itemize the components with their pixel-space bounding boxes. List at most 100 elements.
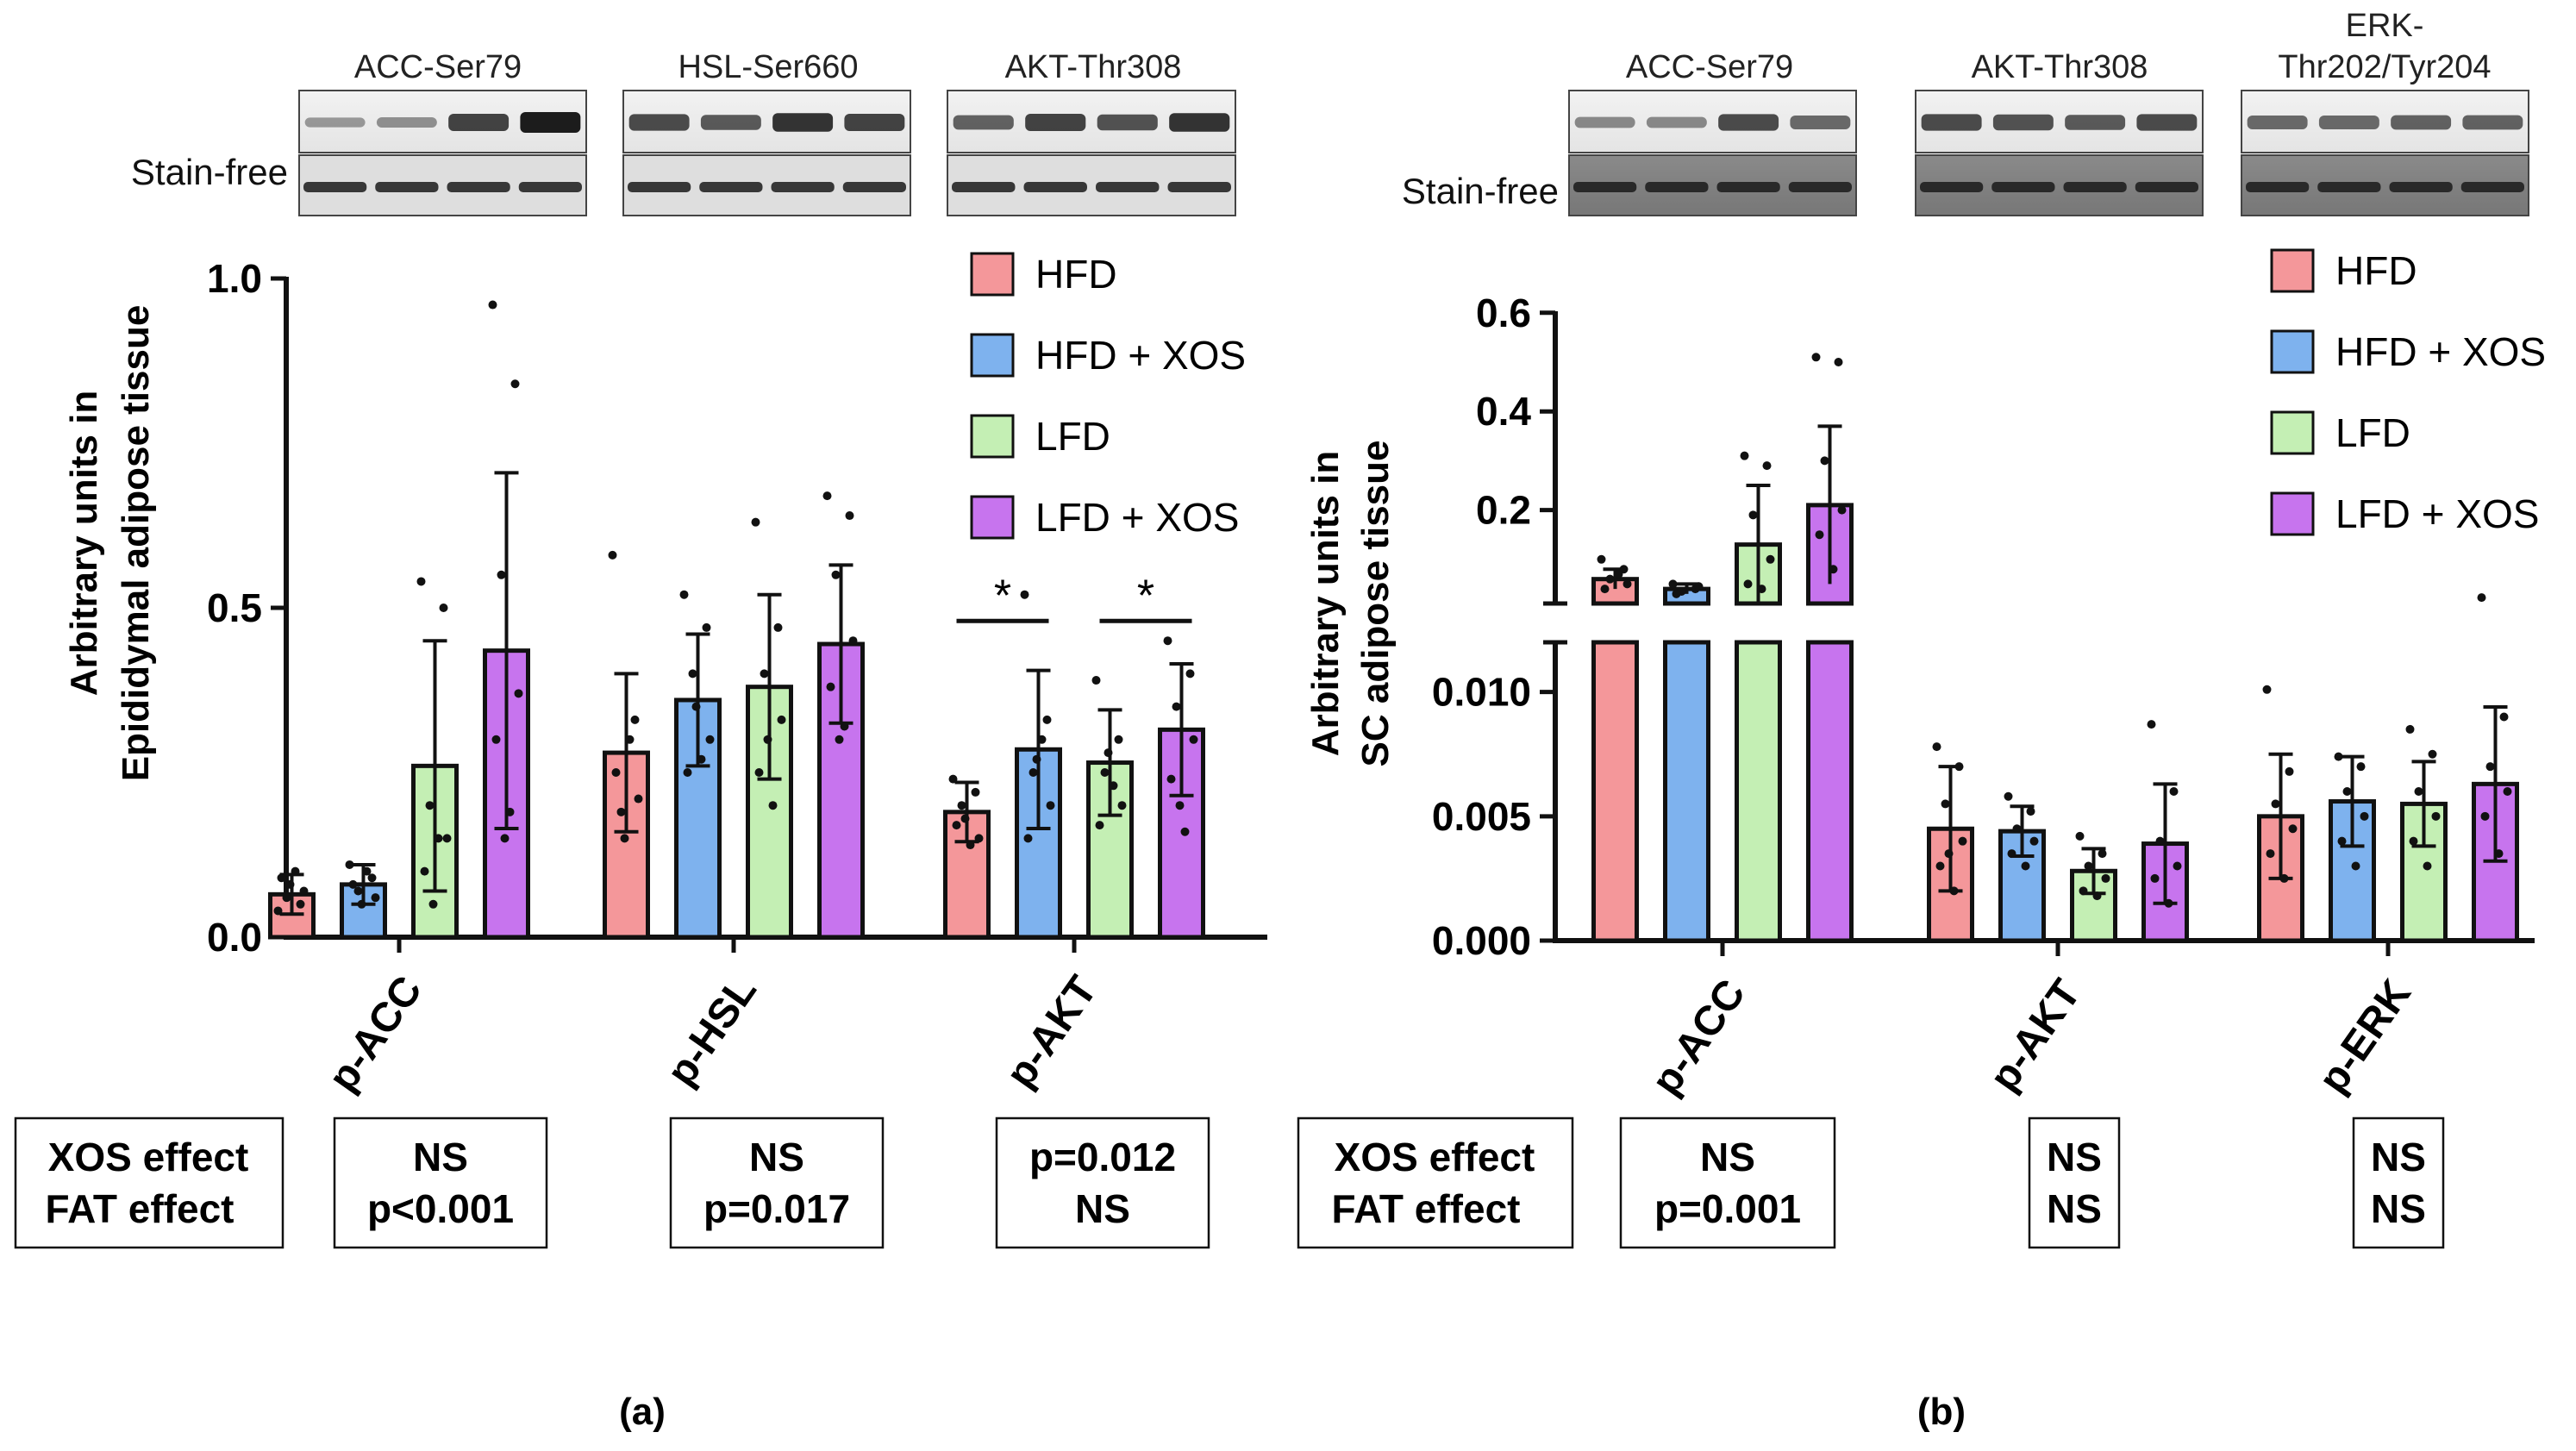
effects-box-a-0: NS p<0.001 xyxy=(333,1116,548,1249)
b-bar-p-ACC-lower-2 xyxy=(1735,640,1782,943)
b-legend-swatch-0 xyxy=(2270,248,2315,293)
b-stain-band-0-1 xyxy=(1645,182,1709,192)
a-legend-swatch-3 xyxy=(970,495,1015,540)
effect-xos-b-2: NS xyxy=(2371,1135,2426,1179)
effects-box-a-2: p=0.012 NS xyxy=(995,1116,1210,1249)
b-legend-swatch-3 xyxy=(2270,491,2315,536)
b-band-1-2 xyxy=(2065,115,2126,130)
b-point-p-ERK-0-1 xyxy=(2285,766,2294,776)
stain-free-label-b: Stain-free xyxy=(1402,171,1559,211)
a-point-p-AKT-2-2 xyxy=(1100,768,1110,777)
blot-label-b-0: ACC-Ser79 xyxy=(1626,49,1793,85)
a-point-p-HSL-3-5 xyxy=(840,722,849,731)
b-point-p-AKT-0-5 xyxy=(1949,886,1959,896)
panel-caption-a: (a) xyxy=(619,1391,666,1433)
b-legend-label-3: LFD + XOS xyxy=(2335,491,2539,536)
b-point-p-ERK-2-4 xyxy=(2409,836,2418,846)
b-point-p-ACC-3-1 xyxy=(1834,358,1843,366)
a-point-p-AKT-0-5 xyxy=(966,841,975,850)
a-point-p-AKT-0-0 xyxy=(948,774,958,784)
b-band-0-2 xyxy=(1718,114,1779,131)
a-point-p-HSL-2-0 xyxy=(751,517,760,527)
a-point-p-HSL-3-6 xyxy=(835,735,844,744)
a-point-p-HSL-1-2 xyxy=(688,669,697,679)
a-point-p-AKT-1-3 xyxy=(1046,801,1055,810)
a-xtick-label-0: p-ACC xyxy=(320,968,431,1100)
a-point-p-HSL-1-4 xyxy=(683,768,692,777)
a-point-p-ACC-1-2 xyxy=(353,886,363,896)
a-point-p-AKT-3-2 xyxy=(1172,702,1181,711)
b-point-p-AKT-3-1 xyxy=(2169,787,2179,796)
b-stain-band-2-1 xyxy=(2317,182,2381,192)
b-band-0-1 xyxy=(1646,116,1707,128)
a-point-p-HSL-1-0 xyxy=(679,590,689,599)
a-point-p-ACC-2-1 xyxy=(439,604,448,612)
b-legend-swatch-1 xyxy=(2270,329,2315,374)
b-point-p-AKT-0-1 xyxy=(1954,762,1964,772)
a-point-p-HSL-1-6 xyxy=(691,702,701,711)
b-point-p-AKT-3-5 xyxy=(2164,898,2173,908)
a-point-p-ACC-1-4 xyxy=(348,879,358,889)
a-band-0-2 xyxy=(448,114,510,131)
b-ytick-label-upper-2: 0.6 xyxy=(1476,291,1531,335)
b-point-p-ERK-3-5 xyxy=(2494,849,2504,859)
a-point-p-ACC-2-3 xyxy=(442,834,452,843)
stain-free-label-a: Stain-free xyxy=(131,152,288,192)
effect-xos-b-1: NS xyxy=(2047,1135,2102,1179)
b-band-1-1 xyxy=(1992,114,2054,131)
a-point-p-ACC-2-2 xyxy=(425,801,435,810)
a-stain-band-2-3 xyxy=(1167,182,1231,192)
a-point-p-HSL-3-2 xyxy=(831,570,841,579)
b-ytick-label-lower-0: 0.000 xyxy=(1432,918,1531,963)
b-stain-band-1-1 xyxy=(1991,182,2055,192)
a-point-p-HSL-0-4 xyxy=(611,768,621,777)
a-point-p-AKT-3-1 xyxy=(1185,669,1195,679)
a-xtick-label-1: p-HSL xyxy=(659,968,766,1094)
b-point-p-ACC-3-5 xyxy=(1829,565,1838,574)
a-legend-swatch-2 xyxy=(970,414,1015,459)
b-point-p-AKT-0-3 xyxy=(1958,836,1967,846)
b-point-p-ACC-3-4 xyxy=(1815,530,1824,540)
a-point-p-AKT-1-2 xyxy=(1029,768,1038,777)
effects-header-xos-a: XOS effect xyxy=(48,1135,249,1179)
a-point-p-ACC-3-6 xyxy=(500,834,510,843)
a-point-p-HSL-2-1 xyxy=(773,622,783,632)
a-point-p-HSL-0-6 xyxy=(620,834,629,843)
a-point-p-AKT-0-4 xyxy=(952,821,961,830)
chart-b: 0.000 0.005 0.010 0.2 0.4 0.6 p-ACC p-AKT p-ERK xyxy=(1432,291,2535,1104)
effects-box-b-1: NS NS xyxy=(2028,1116,2121,1249)
a-stain-band-1-2 xyxy=(771,182,835,192)
a-stain-band-2-1 xyxy=(1023,182,1087,192)
a-point-p-AKT-0-2 xyxy=(957,801,966,810)
a-stain-band-0-2 xyxy=(447,182,510,192)
b-legend-label-0: HFD xyxy=(2335,248,2417,293)
a-point-p-AKT-1-6 xyxy=(1032,754,1041,764)
effect-xos-b-0: NS xyxy=(1700,1135,1755,1179)
a-point-p-HSL-1-3 xyxy=(705,735,715,744)
a-point-p-ACC-0-2 xyxy=(282,893,291,903)
a-point-p-HSL-2-6 xyxy=(763,735,772,744)
a-point-p-ACC-2-6 xyxy=(428,899,438,909)
a-band-2-0 xyxy=(953,115,1014,130)
b-band-2-3 xyxy=(2462,115,2523,130)
b-ytick-label-upper-1: 0.4 xyxy=(1476,389,1531,434)
b-legend-label-2: LFD xyxy=(2335,410,2410,455)
a-band-0-0 xyxy=(304,117,366,128)
b-ytick-label-lower-2: 0.010 xyxy=(1432,670,1531,715)
blot-label-a-2: AKT-Thr308 xyxy=(1005,49,1182,85)
a-point-p-AKT-2-5 xyxy=(1109,781,1118,791)
b-point-p-ERK-3-2 xyxy=(2485,762,2495,772)
a-point-p-ACC-3-2 xyxy=(497,570,506,579)
b-point-p-ERK-0-4 xyxy=(2266,849,2275,859)
a-point-p-AKT-0-1 xyxy=(971,787,980,797)
effects-header-box-a xyxy=(14,1116,284,1249)
y-axis-title-b-line1: Arbitrary units in xyxy=(1304,451,1347,757)
b-point-p-AKT-1-1 xyxy=(2026,807,2035,816)
b-point-p-AKT-2-1 xyxy=(2098,849,2107,859)
a-point-p-HSL-1-5 xyxy=(697,754,706,764)
a-stain-band-0-1 xyxy=(375,182,439,192)
a-point-p-HSL-0-2 xyxy=(616,807,626,816)
b-point-p-ACC-2-0 xyxy=(1740,451,1749,460)
b-point-p-AKT-3-3 xyxy=(2173,861,2182,871)
